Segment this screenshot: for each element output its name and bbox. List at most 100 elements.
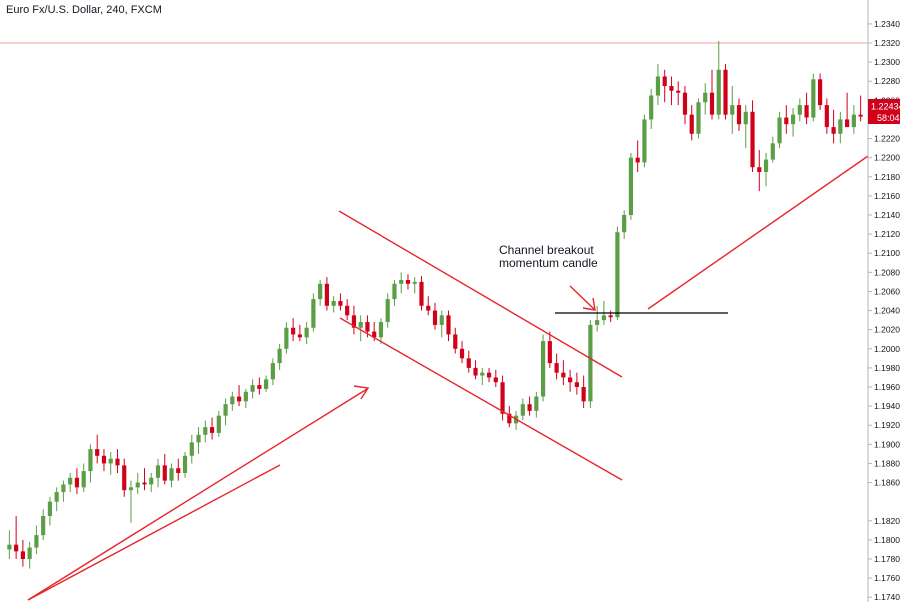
- candle: [284, 322, 289, 354]
- candle: [88, 444, 93, 483]
- candle-body: [595, 320, 600, 325]
- candle-body: [318, 283, 323, 300]
- candle: [115, 449, 120, 473]
- candle: [723, 64, 728, 120]
- candle: [250, 379, 255, 399]
- candle-body: [81, 471, 86, 488]
- candle: [399, 272, 404, 294]
- candle-body: [858, 114, 863, 117]
- new-uptrend-line: [647, 155, 869, 310]
- price-tick-label: 1.19000: [874, 439, 900, 449]
- candle-body: [189, 442, 194, 456]
- candle: [270, 358, 275, 386]
- candle-body: [845, 119, 850, 128]
- candle: [635, 140, 640, 172]
- candle: [203, 420, 208, 443]
- candle: [770, 136, 775, 163]
- candle: [169, 463, 174, 488]
- candle-body: [817, 79, 823, 106]
- candle-body: [345, 305, 350, 316]
- candle: [554, 353, 559, 380]
- candle: [257, 377, 262, 395]
- candle: [703, 83, 708, 115]
- candle: [655, 64, 661, 106]
- candle-body: [547, 341, 552, 364]
- candle-body: [453, 334, 458, 349]
- candle-body: [446, 315, 451, 335]
- candle: [439, 310, 444, 338]
- candle-body: [324, 283, 329, 306]
- candle: [189, 434, 194, 464]
- candle-body: [61, 484, 66, 493]
- candle: [777, 111, 782, 149]
- candle-body: [676, 90, 681, 93]
- candle: [155, 458, 161, 488]
- candle: [324, 277, 329, 311]
- candle-body: [216, 415, 221, 433]
- candle: [95, 434, 100, 464]
- candle-body: [642, 119, 647, 163]
- candle: [480, 367, 485, 386]
- candle: [527, 396, 532, 416]
- candle: [27, 541, 32, 569]
- candle: [54, 487, 59, 512]
- candle-body: [541, 341, 546, 397]
- candle: [311, 293, 316, 332]
- candle-body: [730, 105, 735, 115]
- price-tick-label: 1.20200: [874, 325, 900, 335]
- candle: [419, 276, 424, 311]
- price-tick-label: 1.21000: [874, 248, 900, 258]
- candle-body: [230, 396, 235, 405]
- last-price-badge: 1.22434 58:04: [868, 99, 900, 124]
- candle-body: [122, 465, 127, 491]
- candle-body: [101, 455, 107, 464]
- candle: [68, 473, 73, 493]
- candles-layer: [7, 41, 863, 569]
- candle: [628, 152, 634, 220]
- candle: [845, 92, 850, 128]
- candle: [61, 480, 66, 502]
- price-tick-label: 1.19800: [874, 363, 900, 373]
- candle: [459, 341, 465, 364]
- candle-body: [608, 315, 613, 318]
- candle-body: [149, 477, 154, 485]
- candle: [716, 41, 721, 120]
- candle-body: [486, 372, 492, 378]
- candle: [216, 410, 221, 437]
- candle: [574, 372, 579, 395]
- candle: [209, 417, 215, 440]
- candle-body: [669, 86, 674, 91]
- candle: [811, 73, 816, 122]
- candle-body: [196, 434, 201, 443]
- candle-body: [155, 465, 161, 478]
- price-axis: 1.234001.232001.230001.228001.226001.224…: [867, 0, 900, 602]
- price-tick-label: 1.22800: [874, 76, 900, 86]
- price-tick-label: 1.17400: [874, 592, 900, 602]
- candle-body: [419, 281, 424, 306]
- candle: [750, 100, 755, 172]
- price-tick-label: 1.20400: [874, 306, 900, 316]
- candle-body: [257, 385, 262, 389]
- candle: [128, 480, 134, 523]
- candle-body: [824, 105, 829, 128]
- candle-body: [662, 76, 667, 86]
- candle: [784, 105, 789, 134]
- uptrend-line-2: [27, 388, 368, 601]
- candle: [122, 458, 127, 497]
- candle-body: [74, 477, 80, 488]
- price-tick-label: 1.17800: [874, 554, 900, 564]
- candle-body: [561, 372, 566, 378]
- candle: [622, 210, 627, 239]
- candle-body: [372, 331, 377, 338]
- candle-body: [304, 327, 309, 338]
- price-tick-label: 1.18600: [874, 478, 900, 488]
- candle: [838, 111, 843, 144]
- candle: [763, 152, 769, 187]
- candle: [466, 350, 471, 373]
- candle-body: [27, 547, 32, 559]
- candle: [426, 296, 431, 316]
- candle: [41, 509, 46, 540]
- candle: [615, 226, 620, 321]
- candle: [351, 305, 357, 335]
